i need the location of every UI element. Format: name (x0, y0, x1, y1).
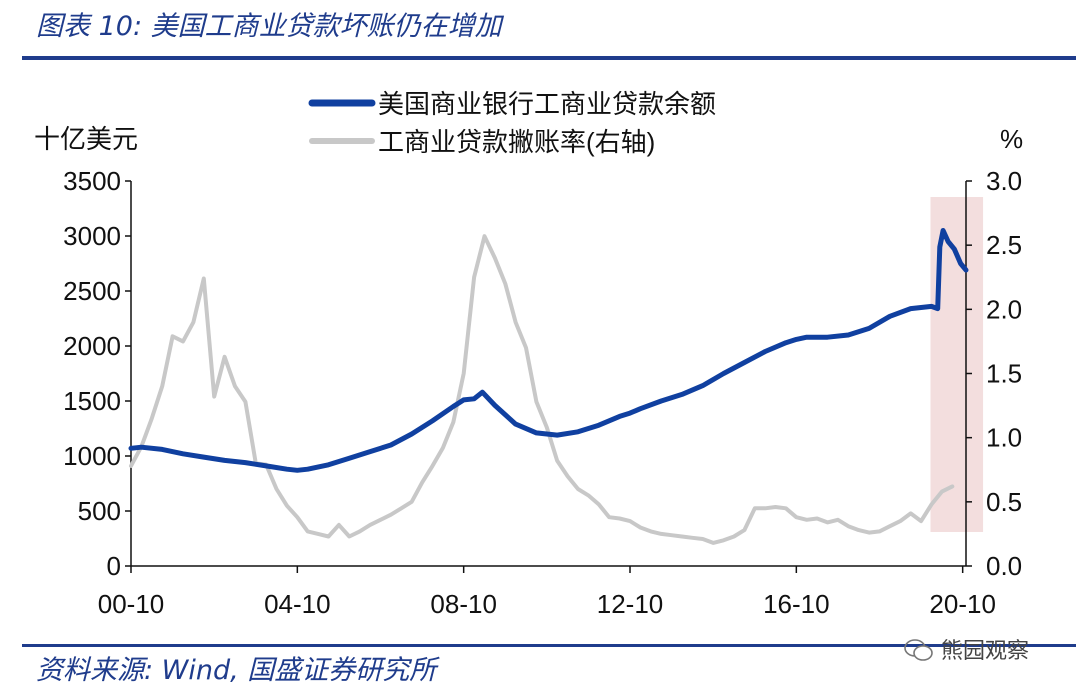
header-rule (22, 56, 1076, 60)
y-right-tick-label: 0.5 (986, 487, 1022, 517)
y-right-tick-label: 2.5 (986, 230, 1022, 260)
y-left-tick-label: 2500 (63, 276, 121, 306)
y-left-tick-label: 3500 (63, 166, 121, 196)
y-right-tick-label: 3.0 (986, 166, 1022, 196)
y-left-tick-label: 1000 (63, 441, 121, 471)
wechat-icon (904, 639, 933, 661)
source-note: 资料来源: Wind, 国盛证券研究所 (36, 655, 437, 686)
y-left-unit-label: 十亿美元 (34, 124, 138, 154)
y-right-tick-label: 2.0 (986, 294, 1022, 324)
y-left-tick-label: 2000 (63, 331, 121, 361)
chart-figure: 十亿美元 % 3500 3000 2500 2000 1500 1000 500 0 3.0 2.… (34, 89, 1023, 619)
legend-label: 美国商业银行工商业贷款余额 (378, 89, 716, 119)
series-lines (128, 228, 969, 545)
x-tick-label: 04-10 (264, 589, 331, 619)
x-tick-label: 08-10 (430, 589, 497, 619)
series-line-chargeoff-rate (129, 234, 955, 545)
y-left-tick-label: 1500 (63, 386, 121, 416)
y-left-tick-label: 0 (107, 551, 121, 581)
footer-rule (22, 644, 1076, 647)
x-tick-label: 16-10 (763, 589, 830, 619)
y-right-tick-label: 1.5 (986, 359, 1022, 389)
chart-title: 图表 10: 美国工商业贷款坏账仍在增加 (36, 11, 502, 42)
legend-label: 工商业贷款撇账率(右轴) (378, 127, 655, 157)
watermark-text: 熊园观察 (941, 639, 1030, 664)
y-right-tick-label: 1.0 (986, 423, 1022, 453)
watermark: 熊园观察 (904, 633, 1029, 665)
x-tick-label: 20-10 (929, 589, 996, 619)
y-left-tick-label: 500 (78, 496, 121, 526)
series-line-loan-balance (128, 228, 969, 473)
x-tick-label: 12-10 (597, 589, 664, 619)
y-left-tick-label: 3000 (63, 221, 121, 251)
x-tick-label: 00-10 (98, 589, 165, 619)
axes (125, 180, 972, 573)
y-right-tick-label: 0.0 (986, 551, 1022, 581)
y-right-unit-label: % (1000, 124, 1023, 154)
tick-labels: 3500 3000 2500 2000 1500 1000 500 0 3.0 2.5 2.0 1.5… (63, 166, 1022, 619)
